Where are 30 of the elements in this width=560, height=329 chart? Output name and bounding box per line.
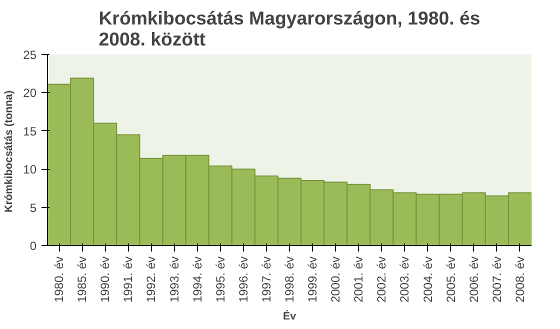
y-tick-label: 25	[23, 48, 37, 62]
y-tick-label: 15	[23, 124, 37, 138]
y-axis-title: Krómkibocsátás (tonna)	[3, 90, 16, 212]
y-tick-label: 5	[30, 200, 37, 215]
x-tick-label: 2005. év	[444, 256, 458, 303]
x-tick-label: 1997. év	[259, 256, 274, 303]
x-tick-label: 1995. év	[213, 256, 228, 303]
x-tick-label: 2002. év	[374, 256, 389, 303]
x-tick-label: 2007. év	[490, 256, 504, 303]
y-tick-label: 20	[23, 86, 37, 100]
x-tick-label: 1980. év	[52, 256, 66, 303]
y-tick-label: 10	[23, 162, 37, 177]
x-tick-label: 1990. év	[98, 256, 112, 303]
x-tick-label: 1998. év	[282, 256, 296, 303]
x-tick-label: 1992. év	[144, 256, 158, 303]
x-tick-label: 1996. év	[236, 256, 250, 303]
x-tick-label: 2001. év	[352, 256, 366, 303]
x-tick-label: 2004. év	[420, 256, 435, 303]
x-tick-label: 1991. év	[121, 256, 136, 303]
x-tick-label: 2008. év	[512, 256, 527, 303]
x-tick-label: 1985. év	[75, 256, 90, 303]
x-tick-label: 2000. év	[328, 256, 343, 303]
x-axis-title: Év	[282, 310, 296, 323]
x-tick-label: 1999. év	[306, 256, 320, 303]
y-tick-label: 0	[30, 239, 37, 253]
x-tick-label: 2006. év	[466, 256, 481, 303]
chart-title: Krómkibocsátás Magyarországon, 1980. és 2008. között	[98, 8, 480, 50]
x-tick-label: 1994. év	[190, 256, 204, 303]
x-tick-label: 1993. év	[167, 256, 182, 303]
x-tick-label: 2003. év	[398, 256, 412, 303]
